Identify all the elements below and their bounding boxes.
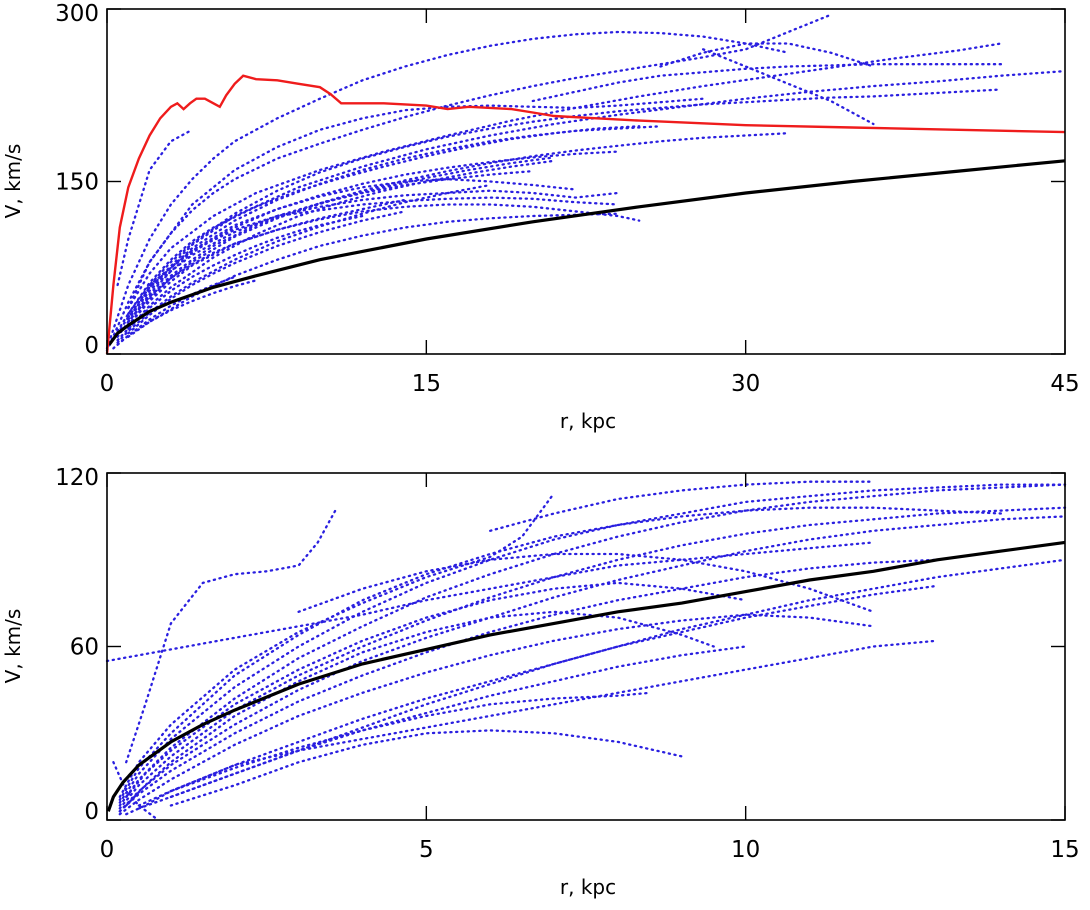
bottom-series-obs-5 [118,506,1067,810]
top-series-obs-4 [127,69,1067,321]
top-plot-frame [106,8,1066,355]
top-series-obs-6 [116,88,1003,333]
top-series-obs-20 [276,196,620,218]
top-series-obs-17 [127,178,577,321]
top-series-obs-28 [112,279,258,350]
top-panel: 0 15 30 45 0 150 300 r, kpc V, km/s [1,1,1080,433]
top-series-obs-10 [116,156,556,338]
top-x-tick-label: 15 [412,371,441,397]
top-series-obs-8 [127,132,790,327]
bottom-y-axis-label: V, km/s [1,609,25,684]
bottom-series-obs-19 [297,552,875,613]
top-y-tick-label: 0 [84,333,99,359]
top-series-obs-16 [127,125,662,319]
bottom-series-model [106,540,1066,812]
bottom-series-obs-1 [125,506,339,764]
top-y-axis-label: V, km/s [1,144,25,219]
bottom-plot-area [105,480,1067,822]
top-series-obs-14 [127,159,556,330]
top-y-tick-label: 150 [55,170,99,196]
top-series-obs-27 [127,212,620,338]
top-series-obs-25 [659,42,875,68]
top-series-obs-22 [148,189,620,287]
bottom-series-obs-17 [137,645,747,810]
bottom-series-obs-7 [118,558,939,813]
top-plot-area [105,13,1067,355]
top-series-obs-19 [127,198,407,323]
bottom-series-obs-8 [118,613,875,816]
top-series-obs-26 [701,48,875,126]
bottom-x-tick-label: 0 [100,837,115,863]
top-x-tick-label: 0 [100,371,115,397]
top-y-tick-label: 300 [55,1,99,27]
top-series-obs-2 [105,13,832,352]
top-series-obs-18 [127,203,641,327]
bottom-plot-frame [106,472,1066,821]
bottom-series-obs-13 [118,483,1067,804]
bottom-series-obs-2 [105,541,875,663]
top-series-model [107,159,1066,346]
bottom-series-obs-14 [118,506,1003,801]
bottom-axis-ticks: 0 5 10 15 0 60 120 [55,465,1080,863]
top-series-red-curve [105,74,1066,355]
bottom-series-obs-9 [125,610,715,807]
top-series-obs-11 [116,214,364,342]
top-series-obs-5 [127,97,705,310]
bottom-series-obs-6 [118,515,1067,813]
bottom-series-obs-18 [125,581,747,799]
top-x-tick-label: 30 [731,371,760,397]
top-axis-ticks: 0 15 30 45 0 150 300 [55,1,1080,397]
top-series-obs-24 [531,63,1003,103]
bottom-x-tick-label: 15 [1050,837,1079,863]
bottom-series-obs-20 [489,480,875,532]
bottom-y-tick-label: 0 [84,799,99,825]
bottom-series-obs-11 [169,729,683,807]
top-series-obs-3 [127,42,1003,310]
bottom-x-axis-label: r, kpc [560,875,616,899]
bottom-panel: 0 5 10 15 0 60 120 r, kpc V, km/s [1,465,1080,899]
bottom-series-obs-4 [118,483,1067,807]
bottom-y-tick-label: 60 [70,635,99,661]
bottom-series-obs-10 [137,691,652,807]
bottom-x-tick-label: 10 [731,837,760,863]
bottom-y-tick-label: 120 [55,465,99,491]
top-series-obs-1 [105,30,790,350]
bottom-series-obs-21 [112,761,160,822]
bottom-x-tick-label: 5 [419,837,434,863]
bottom-series-obs-3 [118,492,556,799]
top-series-obs-9 [127,150,620,323]
top-series-obs-23 [116,128,194,287]
top-x-tick-label: 45 [1050,371,1079,397]
top-x-axis-label: r, kpc [560,409,616,433]
bottom-series-obs-16 [125,584,939,816]
